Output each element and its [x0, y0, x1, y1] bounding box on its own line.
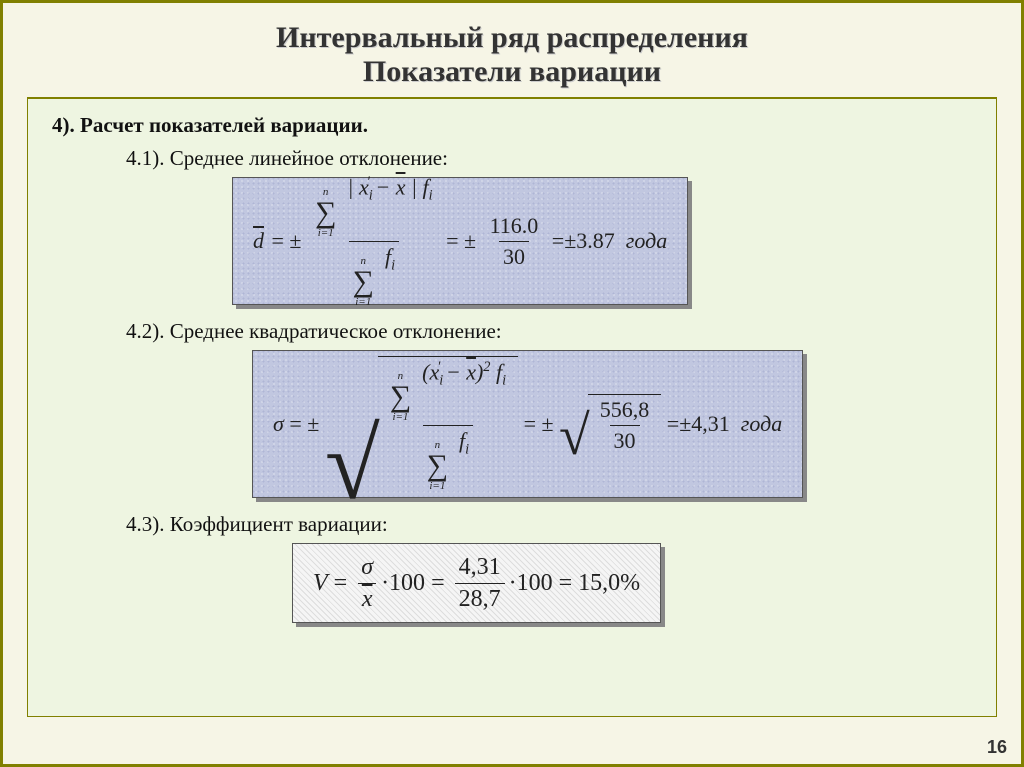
- title-line-2: Показатели вариации: [363, 55, 661, 88]
- subsection-43: 4.3). Коэффициент вариации:: [126, 512, 972, 537]
- formula-standard-deviation: σ = ± √ n∑i=1 (xi′ − x)2 fi n∑i=1 fi: [252, 350, 803, 498]
- title-line-1: Интервальный ряд распределения: [276, 21, 748, 54]
- subsection-42: 4.2). Среднее квадратическое отклонение:: [126, 319, 972, 344]
- content-frame: 4). Расчет показателей вариации. 4.1). С…: [27, 97, 997, 717]
- slide-number: 16: [987, 737, 1007, 758]
- section-4-heading: 4). Расчет показателей вариации.: [52, 113, 972, 138]
- formula-coefficient-variation: V = σ x ·100 = 4,31 28,7 ·100 = 15,0%: [292, 543, 661, 623]
- subsection-41: 4.1). Среднее линейное отклонение:: [126, 146, 972, 171]
- formula-mean-linear-deviation: d = ± n∑i=1 | xi′ − x | fi n∑i=1 fi = ± …: [232, 177, 688, 305]
- slide-title: Интервальный ряд распределения Показател…: [3, 3, 1021, 97]
